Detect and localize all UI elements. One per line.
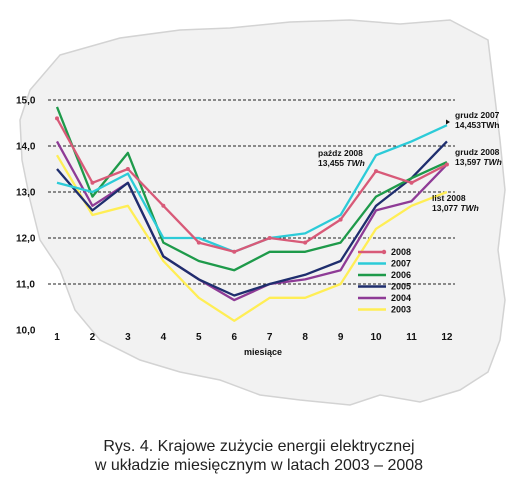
annotation-unit: TWh <box>346 158 364 168</box>
x-tick-label: 6 <box>231 332 237 343</box>
legend-label-2003: 2003 <box>391 305 411 315</box>
annotation-value: 13,597 <box>455 157 483 167</box>
x-tick-label: 3 <box>125 332 131 343</box>
series-line-2008 <box>55 117 448 253</box>
y-tick-label: 10,0 <box>16 326 36 337</box>
y-tick-label: 15,0 <box>16 96 36 107</box>
data-point-2008 <box>303 240 308 245</box>
series-lines <box>55 106 449 322</box>
legend-label-2004: 2004 <box>391 293 411 303</box>
x-tick-label: 8 <box>302 332 308 343</box>
annotation-text: 13,597 TWh <box>455 157 502 167</box>
legend-label-2008: 2008 <box>391 247 411 257</box>
y-tick-label: 14,0 <box>16 142 36 153</box>
annotation-text: 13,455 TWh <box>318 158 365 168</box>
x-axis-ticks: 1 2 3 4 5 6 7 8 9 10 11 12 <box>54 332 453 343</box>
caption-line-1: Rys. 4. Krajowe zużycie energii elektryc… <box>103 438 415 455</box>
x-tick-label: 4 <box>161 332 167 343</box>
annotation-value: 13,455 <box>318 158 346 168</box>
x-tick-label: 7 <box>267 332 273 343</box>
y-tick-label: 12,0 <box>16 234 36 245</box>
annotation-arrow <box>446 119 450 125</box>
data-point-2008 <box>90 180 95 185</box>
annotation-text: 13,077 TWh <box>432 203 479 213</box>
x-tick-label: 11 <box>406 332 417 343</box>
annotation-text: list 2008 <box>432 193 466 203</box>
data-point-2008 <box>196 240 201 245</box>
data-point-2008 <box>55 116 59 121</box>
chart: 15,014,013,012,011,010,0 1 2 3 4 5 6 7 8 9 10 11 12… <box>16 19 506 406</box>
caption-line-2: w układzie miesięcznym w latach 2003 – 2… <box>94 457 424 474</box>
annotation-text: grudz 2008 <box>455 147 500 157</box>
annotation-unit: TWh <box>483 157 501 167</box>
data-point-2008 <box>161 203 166 208</box>
legend-label-2007: 2007 <box>391 259 411 269</box>
y-tick-label: 13,0 <box>16 188 36 199</box>
x-tick-label: 12 <box>441 332 453 343</box>
data-point-2008 <box>444 162 449 167</box>
legend-label-2005: 2005 <box>391 282 411 292</box>
x-tick-label: 10 <box>370 332 382 343</box>
data-point-2008 <box>125 167 130 171</box>
legend-label-2006: 2006 <box>391 270 411 280</box>
y-axis-ticks: 15,0 14,0 13,0 12,0 11,0 10,0 <box>16 96 36 337</box>
y-tick-label: 11,0 <box>16 280 35 291</box>
legend-marker-2008 <box>381 249 387 255</box>
data-point-2008 <box>338 217 343 222</box>
annotation-text: grudz 2007 <box>455 110 500 120</box>
x-axis-label: miesiące <box>244 347 282 357</box>
x-tick-label: 9 <box>338 332 344 343</box>
x-tick-label: 1 <box>54 332 60 343</box>
figure-caption: Rys. 4. Krajowe zużycie energii elektryc… <box>0 437 518 475</box>
data-point-2008 <box>374 169 379 174</box>
annotation-text: 14,453TWh <box>455 120 499 130</box>
series-line-2005 <box>56 140 448 297</box>
annotation-value: 13,077 <box>432 203 460 213</box>
annotation-text: paźdz 2008 <box>318 148 363 158</box>
x-tick-label: 2 <box>90 332 96 343</box>
x-tick-label: 5 <box>196 332 202 343</box>
data-point-2008 <box>409 180 414 185</box>
series-line-2006 <box>55 106 448 272</box>
data-point-2008 <box>267 236 272 240</box>
data-point-2008 <box>232 249 237 254</box>
annotation-unit: TWh <box>460 203 478 213</box>
series-line-2003 <box>56 154 448 322</box>
